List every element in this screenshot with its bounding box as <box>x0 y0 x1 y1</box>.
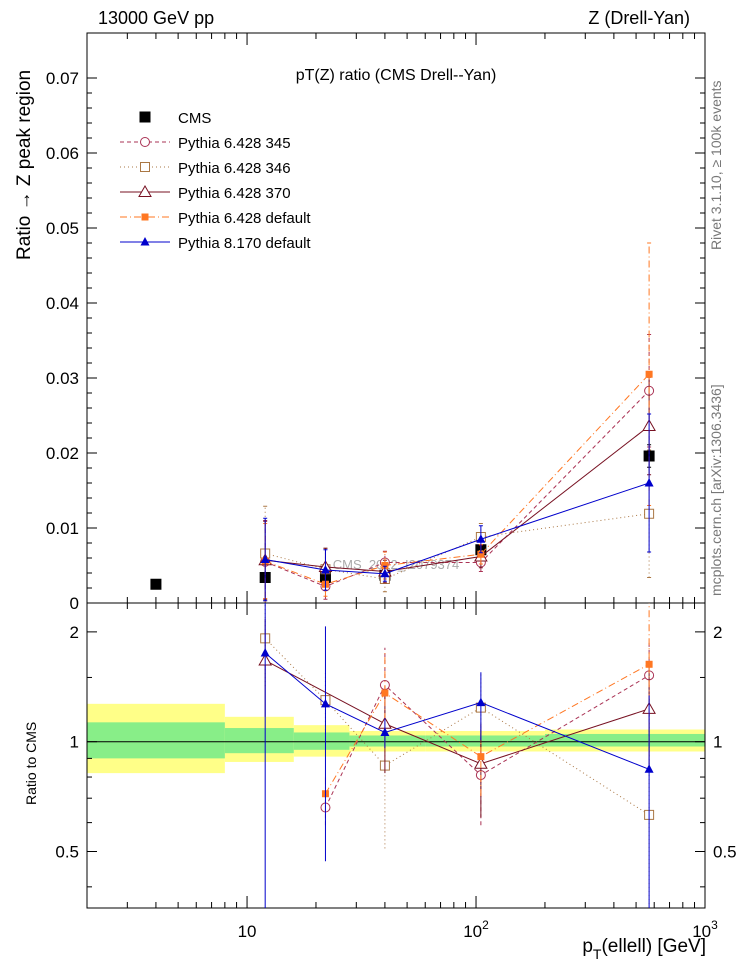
y-tick-label-right: 2 <box>713 623 722 642</box>
uncertainty-band-inner <box>544 733 705 747</box>
ratio-line <box>325 674 650 808</box>
y-tick-label: 2 <box>70 623 79 642</box>
ratio-point <box>380 727 390 736</box>
x-tick-label: 10 <box>238 922 257 941</box>
data-point <box>381 562 389 569</box>
legend-entry: CMS <box>139 110 211 127</box>
ratio-point <box>644 764 654 773</box>
data-point <box>477 550 485 558</box>
ratio-point <box>381 689 389 697</box>
uncertainty-band-inner <box>87 722 225 759</box>
uncertainty-band-inner <box>293 732 350 750</box>
top-plot-title: pT(Z) ratio (CMS Drell--Yan) <box>296 67 497 84</box>
y-tick-label: 0.03 <box>46 369 79 388</box>
process-label: Z (Drell-Yan) <box>588 8 690 28</box>
rivet-label: Rivet 3.1.10, ≥ 100k events <box>708 80 724 250</box>
legend-entry: Pythia 6.428 346 <box>120 160 291 177</box>
y-tick-label-right: 1 <box>713 733 722 752</box>
data-point <box>150 578 162 590</box>
x-axis-label-main: p <box>582 936 593 957</box>
y-tick-label: 0.06 <box>46 144 79 163</box>
legend-entry: Pythia 6.428 345 <box>120 135 291 152</box>
ratio-point <box>260 648 270 657</box>
y-tick-label: 0.04 <box>46 294 79 313</box>
data-point <box>380 568 390 578</box>
top-y-axis-label: Ratio → Z peak region <box>14 70 35 260</box>
data-point <box>644 478 654 487</box>
x-axis-label-sub: T <box>593 946 602 962</box>
x-tick-label: 102 <box>463 918 489 941</box>
y-tick-label: 0.02 <box>46 444 79 463</box>
y-tick-label: 0.01 <box>46 519 79 538</box>
data-point <box>645 370 653 378</box>
uncertainty-band-inner <box>224 728 294 754</box>
data-point <box>476 534 486 543</box>
legend-marker <box>140 162 150 172</box>
x-tick-label: 103 <box>692 918 718 941</box>
mcplots-label: mcplots.cern.ch [arXiv:1306.3436] <box>708 384 724 596</box>
legend-entry: Pythia 8.170 default <box>120 235 311 252</box>
legend-label: Pythia 6.428 346 <box>178 160 291 177</box>
legend-entry: Pythia 6.428 default <box>120 210 311 227</box>
data-point <box>260 554 270 563</box>
series-line <box>264 373 650 585</box>
legend-label: Pythia 6.428 370 <box>178 185 291 202</box>
uncertainty-band-inner <box>425 735 545 747</box>
y-tick-label-right: 0.5 <box>713 842 737 861</box>
bottom-y-axis-label: Ratio to CMS <box>23 722 39 805</box>
x-axis-label: pT(ellell) [GeV] <box>582 936 706 962</box>
legend-marker <box>140 237 150 246</box>
ratio-line <box>325 663 650 794</box>
uncertainty-band-inner <box>349 735 426 747</box>
y-tick-label: 0.5 <box>55 842 79 861</box>
series-line <box>265 425 650 573</box>
y-tick-label: 0.05 <box>46 219 79 238</box>
ratio-point <box>320 698 330 708</box>
legend-label: Pythia 6.428 345 <box>178 135 291 152</box>
legend-label: Pythia 6.428 default <box>178 210 311 227</box>
legend-label: CMS <box>178 110 211 127</box>
y-tick-label: 0.07 <box>46 69 79 88</box>
ratio-point <box>477 753 485 761</box>
legend-label: Pythia 8.170 default <box>178 235 311 252</box>
data-point <box>320 565 330 574</box>
bottom-plot-frame <box>86 602 706 909</box>
energy-label: 13000 GeV pp <box>98 8 214 28</box>
ratio-to-cms-plot: 0.5 0.5 1 1 2 2 10 102 103 <box>55 602 737 941</box>
legend-marker <box>139 111 151 123</box>
ratio-plot: CMS_2012_I207937400.010.020.030.040.050.… <box>46 32 706 613</box>
y-tick-label: 0 <box>70 594 79 613</box>
legend-marker <box>138 184 152 197</box>
y-tick-label: 1 <box>70 733 79 752</box>
legend-entry: Pythia 6.428 370 <box>120 184 291 202</box>
x-axis-label-rest: (ellell) [GeV] <box>601 936 706 957</box>
ratio-point <box>476 697 486 707</box>
legend-marker <box>140 137 150 147</box>
ratio-point <box>645 660 653 668</box>
legend-marker <box>141 213 149 221</box>
